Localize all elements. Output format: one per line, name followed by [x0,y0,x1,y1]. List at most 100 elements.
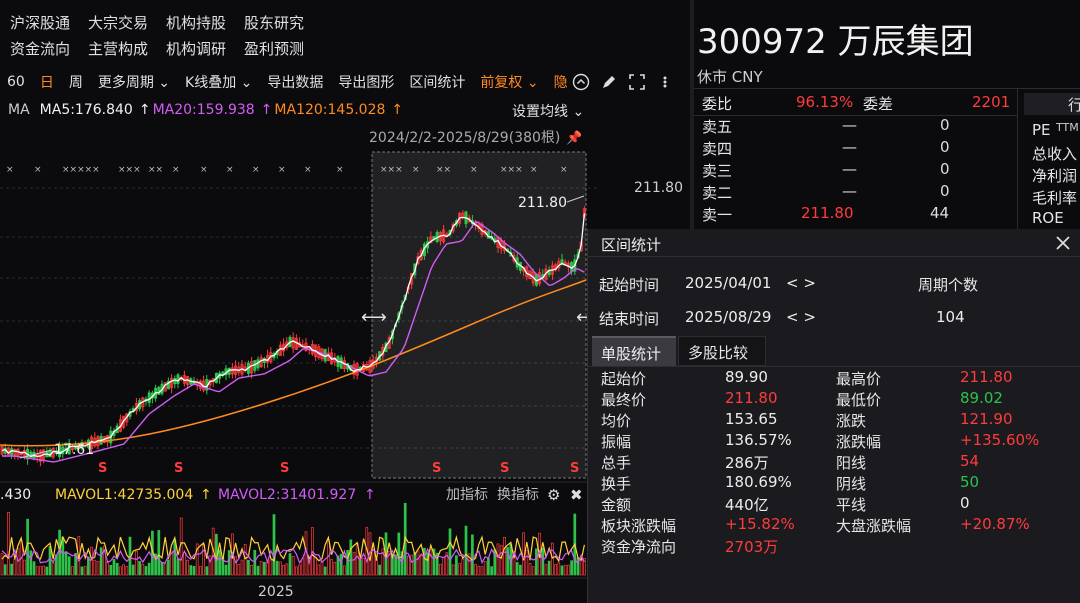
stat-value: +15.82% [725,515,795,533]
nav-jigou-chigu[interactable]: 机构持股 [166,14,227,32]
weibi-value: 96.13% [796,93,854,111]
nav-row-2: 资金流向 主营构成 机构调研 盈利预测 [0,38,312,59]
svg-text:×: × [278,165,286,175]
ma-prefix: MA [8,102,30,118]
volume-bar [208,555,212,576]
volume-bar [515,562,519,576]
volume-bar [93,559,97,576]
volume-bar [410,554,413,576]
volume-bar [583,558,586,576]
volume-bar [61,536,65,576]
volume-bar [307,555,311,576]
volume-bar [499,545,503,576]
stat-label: 阴线 [836,475,867,493]
kline-chart[interactable]: × × ××××× ××× ×× × × × × × × × ××× × ×× × ××× × × 21… [0,120,690,600]
candle-body [458,213,462,224]
nav-zijin[interactable]: 资金流向 [10,40,71,58]
left-handle-icon: ⟷ [361,307,387,328]
volume-bar [32,561,36,576]
export-data-button[interactable]: 导出数据 [267,75,324,91]
chevron-up-circle-icon[interactable] [572,73,590,91]
interval-stats-button[interactable]: 区间统计 [409,75,466,91]
adjust-dropdown[interactable]: 前复权 ⌄ [480,75,539,91]
stat-value: 180.69% [725,473,792,491]
period-week[interactable]: 周 [68,75,83,91]
volume-bar [39,566,42,576]
fund-roe: ROE [1032,209,1064,227]
ma-settings-dropdown[interactable]: 设置均线 ⌄ [512,104,585,120]
arrow-up-icon: ↑ [138,102,151,118]
end-time-label: 结束时间 [599,310,660,328]
close-icon: ✖ [570,486,583,504]
svg-text:×: × [200,165,208,175]
candle-body [291,337,295,349]
stat-label: 资金净流向 [601,538,677,556]
volume-bar [0,553,4,576]
pen-icon[interactable] [600,73,618,91]
volume-bar [71,566,74,576]
volume-bar [343,565,346,576]
hide-button[interactable]: 隐 [553,75,568,91]
ask-volume: 0 [940,160,950,178]
end-time-stepper[interactable]: < > [786,308,816,326]
nav-yingli[interactable]: 盈利预测 [244,40,305,58]
nav-gudong[interactable]: 股东研究 [244,14,305,32]
more-periods-dropdown[interactable]: 更多周期 ⌄ [97,75,171,91]
volume-bar [381,548,385,576]
volume-bar [90,546,93,576]
close-icon[interactable] [1054,234,1072,252]
volume-bar [87,556,90,576]
weicha-value: 2201 [972,93,1011,111]
tab-single-stock[interactable]: 单股统计 [592,336,676,366]
ask-volume: 44 [930,204,950,222]
volume-bar [311,527,314,576]
start-time-value[interactable]: 2025/04/01 [685,274,772,292]
candle-body [13,449,17,456]
weibi-row: 委比 96.13% 委差 2201 [694,93,1014,115]
ask-row: 卖四 — 0 [694,138,1014,160]
volume-bar [429,548,433,576]
more-icon[interactable] [656,73,674,91]
volume-bar [10,563,13,576]
candle-body [173,378,177,385]
stat-label: 板块涨跌幅 [601,517,677,535]
volume-bar [397,532,401,576]
kline-overlay-dropdown[interactable]: K线叠加 ⌄ [185,75,253,91]
stat-label: 大盘涨跌幅 [836,517,912,535]
nav-zhuying[interactable]: 主营构成 [88,40,149,58]
ask-volume: 0 [940,116,950,134]
stock-title: 300972 万辰集团 [697,14,974,63]
nav-hsgt[interactable]: 沪深股通 [10,14,71,32]
volume-bar [407,555,410,576]
svg-text:×: × [530,165,538,175]
volume-bar [23,559,26,576]
export-image-button[interactable]: 导出图形 [338,75,395,91]
volume-bar [563,565,567,576]
ask-row: 卖二 — 0 [694,182,1014,204]
period-day[interactable]: 日 [39,75,54,91]
svg-text:S: S [570,461,579,476]
volume-bar [528,562,532,576]
stat-value: +135.60% [960,431,1040,449]
start-time-stepper[interactable]: < > [786,274,816,292]
range-label: 2024/2/2-2025/8/29(380根) [369,130,560,146]
volume-bar [352,552,356,576]
fullscreen-icon[interactable] [628,73,646,91]
end-time-value[interactable]: 2025/08/29 [685,308,772,326]
mavol1-value: MAVOL1:42735.004 [55,487,193,503]
ma5-line [1,213,586,458]
volume-bar [154,553,157,576]
stat-value: 286万 [725,454,769,472]
tab-multi-stock[interactable]: 多股比较 [678,336,766,366]
volume-bar [269,559,273,576]
fundamentals-tab[interactable]: 行 [1024,93,1080,115]
ma120-value: MA120:145.028 [274,102,386,118]
volume-bar [496,543,500,576]
nav-diaoyan[interactable]: 机构调研 [166,40,227,58]
stat-label: 最终价 [601,391,647,409]
volume-bar [195,543,199,576]
period-60[interactable]: 60 [7,74,25,90]
candle-body [230,367,234,375]
period-count-label: 周期个数 [918,276,979,294]
nav-dazong[interactable]: 大宗交易 [88,14,149,32]
